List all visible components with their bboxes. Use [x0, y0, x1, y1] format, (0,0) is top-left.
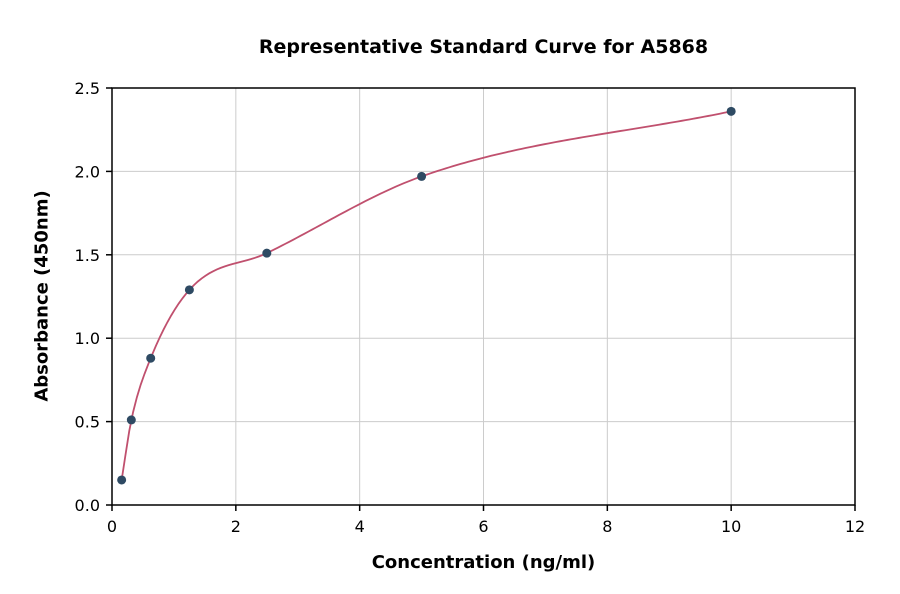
- data-point: [726, 106, 736, 116]
- y-tick-label: 1.5: [75, 246, 100, 265]
- data-point: [126, 415, 136, 425]
- y-tick-label: 0.0: [75, 496, 100, 515]
- data-point: [146, 353, 156, 363]
- chart-title: Representative Standard Curve for A5868: [258, 36, 709, 58]
- x-tick-label: 2: [231, 517, 241, 536]
- x-tick-label: 0: [107, 517, 117, 536]
- data-point: [184, 285, 194, 295]
- x-tick-label: 4: [355, 517, 365, 536]
- y-tick-label: 2.5: [75, 79, 100, 98]
- data-point: [262, 248, 272, 258]
- x-axis-label: Concentration (ng/ml): [371, 552, 596, 573]
- x-tick-label: 12: [845, 517, 865, 536]
- y-tick-label: 1.0: [75, 329, 100, 348]
- x-tick-label: 10: [721, 517, 741, 536]
- y-tick-label: 2.0: [75, 162, 100, 181]
- x-tick-label: 8: [602, 517, 612, 536]
- fit-curve: [120, 110, 732, 481]
- y-tick-label: 0.5: [75, 413, 100, 432]
- x-tick-label: 6: [478, 517, 488, 536]
- data-point: [117, 475, 127, 485]
- data-point: [417, 171, 427, 181]
